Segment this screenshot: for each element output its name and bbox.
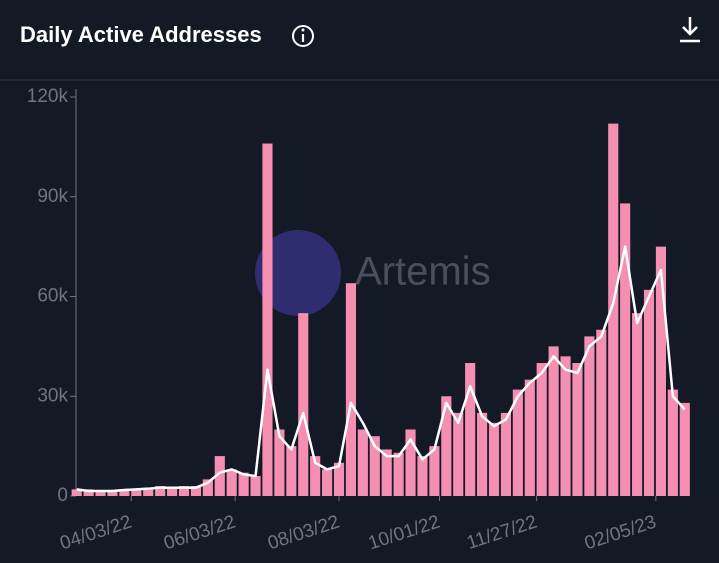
bar bbox=[405, 429, 416, 496]
bar bbox=[226, 469, 237, 496]
info-icon[interactable] bbox=[292, 25, 314, 47]
bar bbox=[333, 462, 345, 496]
bar bbox=[190, 486, 202, 496]
bar bbox=[512, 389, 523, 496]
bar bbox=[548, 346, 559, 496]
bar bbox=[262, 143, 273, 497]
bar bbox=[345, 283, 357, 496]
bar bbox=[214, 456, 225, 496]
bar bbox=[477, 412, 488, 496]
bar bbox=[322, 469, 333, 496]
bar bbox=[238, 472, 249, 496]
bar bbox=[357, 429, 368, 496]
bar bbox=[381, 449, 392, 496]
bar bbox=[572, 363, 583, 496]
average-line bbox=[76, 245, 686, 493]
bar bbox=[584, 336, 595, 496]
bar bbox=[655, 246, 667, 496]
bar bbox=[119, 489, 130, 496]
bar bbox=[83, 489, 94, 496]
bar bbox=[178, 486, 190, 496]
bar bbox=[417, 456, 428, 496]
bar bbox=[274, 429, 285, 496]
bar bbox=[632, 313, 643, 496]
bar bbox=[167, 487, 178, 496]
download-icon[interactable] bbox=[680, 17, 700, 43]
bar bbox=[202, 479, 213, 496]
bar bbox=[107, 491, 118, 496]
bar bbox=[298, 313, 309, 496]
bar bbox=[488, 422, 500, 496]
bar bbox=[620, 203, 631, 496]
bar bbox=[608, 123, 619, 496]
bar bbox=[453, 412, 464, 496]
bar bbox=[441, 396, 452, 496]
bar bbox=[429, 446, 440, 496]
bar bbox=[596, 329, 607, 496]
bar bbox=[143, 487, 154, 496]
bar bbox=[679, 402, 690, 496]
bar bbox=[250, 476, 261, 496]
y-tick-label: 60k bbox=[37, 286, 68, 307]
bar bbox=[71, 489, 82, 496]
bar bbox=[500, 412, 512, 496]
bar bbox=[131, 489, 142, 496]
bar bbox=[465, 363, 476, 496]
y-tick-label: 90k bbox=[37, 186, 68, 207]
watermark: Artemis bbox=[255, 230, 491, 316]
title: Daily Active Addresses bbox=[20, 22, 262, 47]
bar bbox=[643, 289, 655, 496]
y-tick-label: 0 bbox=[57, 485, 68, 506]
bar bbox=[393, 452, 404, 496]
y-tick-label: 30k bbox=[37, 385, 68, 406]
bar bbox=[369, 436, 380, 496]
bar bbox=[667, 389, 678, 496]
bar bbox=[286, 446, 297, 496]
bar bbox=[310, 456, 321, 496]
bar bbox=[536, 363, 547, 496]
bar bbox=[560, 356, 571, 496]
watermark-text: Artemis bbox=[355, 250, 491, 294]
bar bbox=[155, 486, 166, 496]
bar bbox=[524, 379, 535, 496]
bar bbox=[95, 491, 106, 496]
y-tick-label: 120k bbox=[27, 86, 69, 107]
